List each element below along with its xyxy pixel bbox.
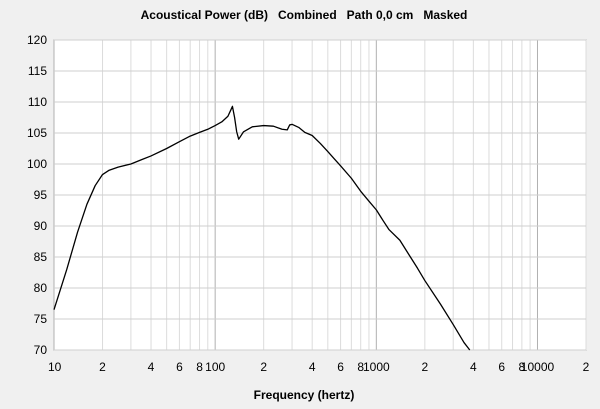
x-tick-label: 2 [99,360,106,374]
x-tick-label: 8 [196,360,203,374]
x-tick-label: 6 [337,360,344,374]
x-tick-label: 8 [357,360,364,374]
x-tick-label: 10000 [521,360,555,374]
y-tick-label: 100 [27,157,47,171]
x-tick-label: 2 [421,360,428,374]
y-tick-label: 110 [28,95,47,109]
y-tick-label: 70 [34,343,48,357]
x-tick-label: 4 [470,360,477,374]
y-tick-label: 115 [28,64,47,78]
x-axis-label: Frequency (hertz) [254,388,355,402]
y-tick-label: 120 [27,33,47,47]
x-tick-label: 2 [583,360,590,374]
series-layer [53,105,471,351]
y-tick-label: 85 [34,250,48,264]
x-tick-label: 100 [205,360,225,374]
x-tick-label: 1000 [363,360,390,374]
grid-lines [53,39,587,351]
x-tick-label: 4 [309,360,316,374]
y-tick-label: 90 [34,219,48,233]
x-tick-label: 6 [176,360,183,374]
y-tick-label: 95 [34,188,48,202]
x-tick-label: 4 [148,360,155,374]
x-tick-label: 10 [48,360,62,374]
y-tick-labels: 70 75 80 85 90 95 100 105 110 115 120 [27,33,47,357]
series-line [53,105,471,351]
y-tick-label: 75 [34,312,48,326]
x-tick-label: 8 [519,360,526,374]
y-tick-label: 80 [34,281,48,295]
x-tick-label: 6 [498,360,505,374]
x-tick-label: 2 [260,360,267,374]
y-tick-label: 105 [27,126,47,140]
chart-title: Acoustical Power (dB) Combined Path 0,0 … [141,8,468,22]
